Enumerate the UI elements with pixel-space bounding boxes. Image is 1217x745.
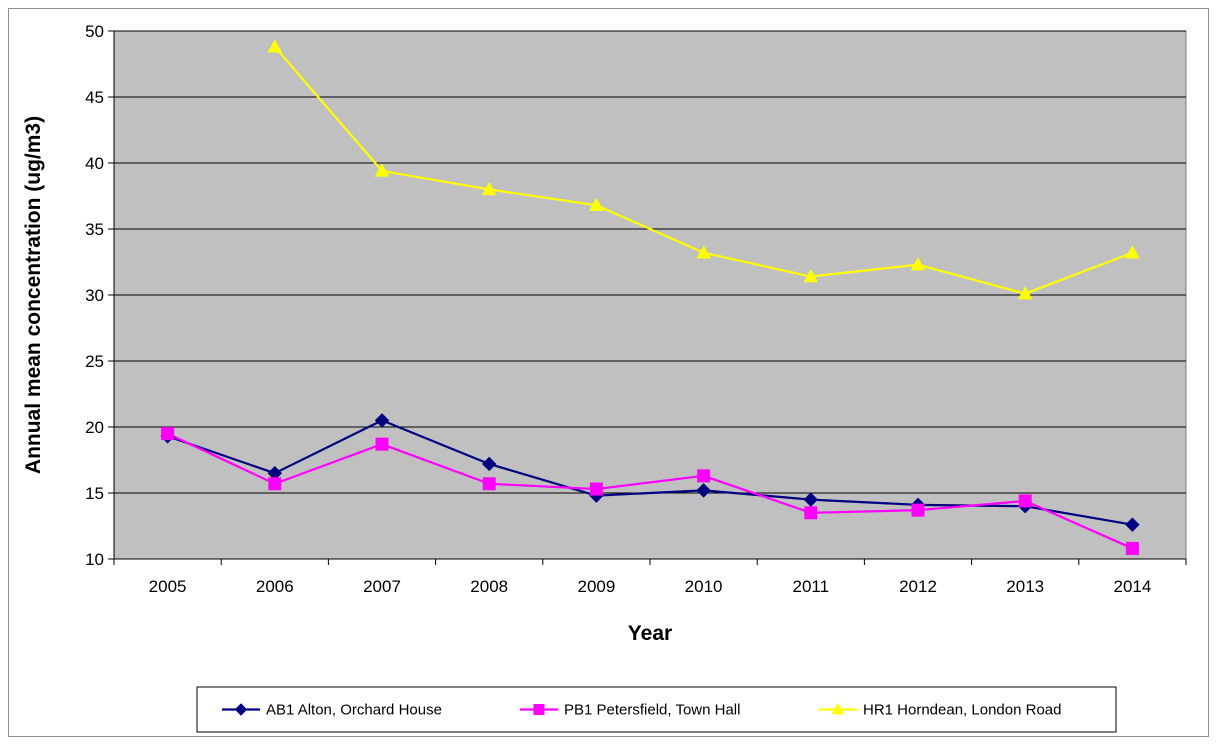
axes bbox=[113, 31, 1187, 565]
legend-label: PB1 Petersfield, Town Hall bbox=[564, 702, 740, 719]
x-tick-label: 2006 bbox=[256, 577, 294, 596]
data-point bbox=[1125, 245, 1140, 259]
data-point bbox=[697, 469, 711, 483]
data-point bbox=[804, 506, 818, 520]
x-tick-label: 2009 bbox=[577, 577, 615, 596]
data-point bbox=[533, 704, 545, 715]
y-tick-label: 10 bbox=[85, 550, 104, 569]
y-tick-label: 40 bbox=[85, 154, 104, 173]
data-point bbox=[803, 268, 819, 283]
data-point bbox=[375, 437, 389, 451]
data-point bbox=[911, 503, 925, 517]
y-tick-label: 30 bbox=[85, 286, 104, 305]
data-point bbox=[374, 163, 390, 177]
data-point bbox=[1125, 541, 1139, 555]
legend-items: AB1 Alton, Orchard House PB1 Petersfield,… bbox=[222, 702, 1061, 719]
x-tick-label: 2010 bbox=[685, 577, 723, 596]
x-tick-label: 2005 bbox=[149, 577, 187, 596]
x-tick-label: 2008 bbox=[470, 577, 508, 596]
data-point bbox=[234, 703, 248, 716]
data-point bbox=[161, 427, 175, 441]
y-tick-label: 20 bbox=[85, 418, 104, 437]
y-tick-label: 45 bbox=[85, 88, 104, 107]
data-point bbox=[481, 181, 497, 196]
legend-label: AB1 Alton, Orchard House bbox=[266, 702, 442, 719]
y-axis-title: Annual mean concentration (ug/m3) bbox=[22, 116, 45, 474]
data-point bbox=[696, 483, 711, 498]
x-tick-labels: 2005 2006 2007 2008 2009 2010 2011 2012 2013 2014 bbox=[149, 577, 1152, 596]
data-point bbox=[374, 413, 390, 428]
legend: AB1 Alton, Orchard House PB1 Petersfield,… bbox=[196, 686, 1117, 733]
x-axis-title: Year bbox=[628, 622, 672, 645]
y-tick-label: 50 bbox=[85, 22, 104, 41]
x-tick-label: 2014 bbox=[1113, 577, 1151, 596]
x-tick-label: 2012 bbox=[899, 577, 937, 596]
x-tick-label: 2011 bbox=[793, 577, 830, 596]
series-line bbox=[167, 432, 1133, 550]
data-point bbox=[1017, 286, 1033, 300]
data-point bbox=[803, 492, 819, 507]
data-point bbox=[1018, 494, 1032, 508]
data-point bbox=[589, 197, 604, 211]
y-tick-label: 35 bbox=[85, 220, 104, 239]
data-point bbox=[831, 702, 845, 715]
data-point bbox=[482, 477, 496, 491]
data-point bbox=[696, 245, 711, 259]
y-tick-label: 25 bbox=[85, 352, 104, 371]
data-point bbox=[910, 257, 926, 271]
legend-box bbox=[196, 686, 1117, 733]
data-point bbox=[589, 482, 603, 496]
legend-item: AB1 Alton, Orchard House bbox=[222, 702, 442, 719]
legend-item: HR1 Horndean, London Road bbox=[819, 702, 1061, 719]
data-point bbox=[267, 39, 283, 53]
data-point bbox=[481, 456, 497, 472]
series-markers bbox=[160, 39, 1140, 555]
data-point bbox=[1125, 517, 1140, 532]
data-point bbox=[268, 477, 282, 491]
legend-item: PB1 Petersfield, Town Hall bbox=[520, 702, 740, 719]
y-tick-labels: 10 15 20 25 30 35 40 45 50 bbox=[85, 22, 104, 569]
x-tick-label: 2007 bbox=[363, 577, 401, 596]
legend-label: HR1 Horndean, London Road bbox=[863, 702, 1061, 719]
y-tick-label: 15 bbox=[85, 484, 104, 503]
x-tick-label: 2013 bbox=[1006, 577, 1044, 596]
